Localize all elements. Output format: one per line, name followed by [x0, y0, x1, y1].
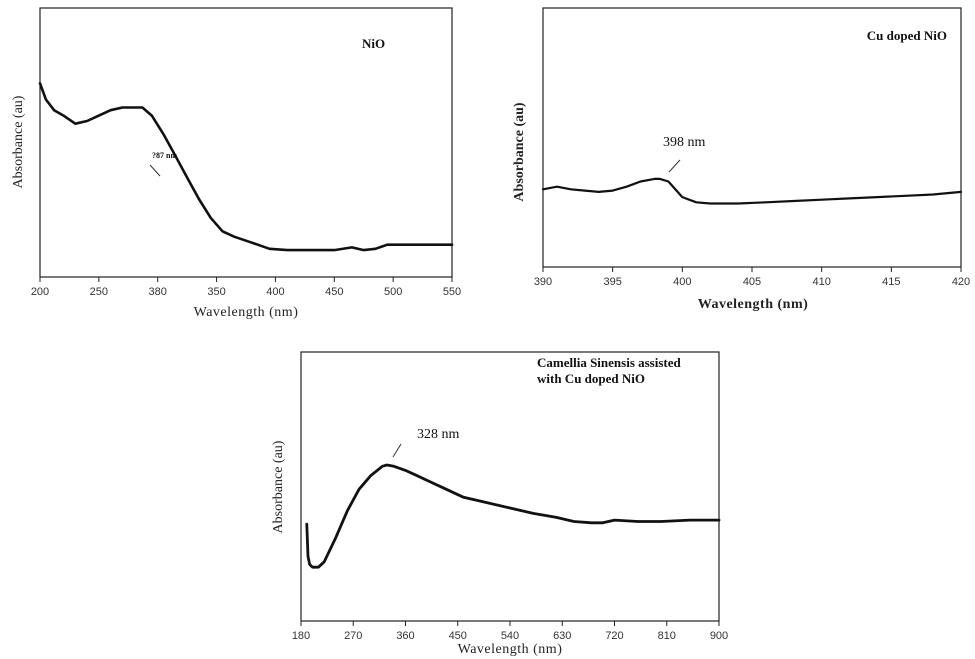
plot-frame [39, 7, 453, 278]
chart-title-line-1: Camellia Sinensis assisted [537, 355, 682, 370]
x-axis-ticks: 390 395 400 405 410 415 420 [534, 267, 970, 288]
x-tick-label: 400 [266, 286, 284, 298]
absorbance-curve [541, 177, 963, 205]
x-tick-label: 810 [658, 630, 676, 642]
peak-arrow [392, 443, 402, 458]
y-axis-label: Absorbance (au) [11, 95, 26, 188]
x-tick-label: 900 [710, 630, 728, 642]
chart-panel-nio: 200 250 380 350 400 450 500 550 ?87 nm NiO Wave… [0, 0, 470, 330]
x-axis-ticks: 180 270 360 450 540 630 720 810 900 [292, 621, 728, 642]
peak-annotation: 398 nm [663, 135, 706, 150]
x-tick-label: 380 [149, 286, 167, 298]
peak-arrow [668, 159, 681, 173]
plot-frame [300, 351, 720, 622]
x-tick-label: 500 [384, 286, 402, 298]
x-tick-label: 395 [603, 276, 621, 288]
peak-arrow [149, 164, 161, 177]
x-tick-label: 420 [952, 276, 970, 288]
x-tick-label: 415 [882, 276, 900, 288]
chart-nio-svg: 200 250 380 350 400 450 500 550 ?87 nm NiO Wave… [11, 7, 461, 320]
x-tick-label: 450 [325, 286, 343, 298]
peak-annotation: ?87 nm [152, 151, 177, 160]
x-tick-label: 720 [605, 630, 623, 642]
x-tick-label: 250 [90, 286, 108, 298]
x-tick-label: 400 [673, 276, 691, 288]
x-tick-label: 270 [344, 630, 362, 642]
x-tick-label: 180 [292, 630, 310, 642]
plot-frame [542, 7, 962, 268]
x-axis-label: Wavelength (nm) [458, 642, 563, 657]
x-tick-label: 360 [396, 630, 414, 642]
x-tick-label: 405 [743, 276, 761, 288]
x-tick-label: 200 [31, 286, 49, 298]
chart-cu-doped-nio-svg: 390 395 400 405 410 415 420 398 nm Cu doped Ni… [512, 7, 970, 312]
chart-title-line-2: with Cu doped NiO [537, 371, 645, 386]
x-tick-label: 550 [443, 286, 461, 298]
y-axis-label: Absorbance (au) [271, 440, 286, 533]
x-axis-label: Wavelength (nm) [194, 305, 299, 320]
chart-camellia-svg: 180 270 360 450 540 630 720 810 900 328 nm Camel… [271, 351, 728, 657]
chart-panel-camellia: 180 270 360 450 540 630 720 810 900 328 nm Camel… [255, 345, 735, 659]
x-axis-ticks: 200 250 380 350 400 450 500 550 [31, 277, 461, 298]
peak-annotation: 328 nm [417, 427, 460, 442]
chart-title: NiO [362, 36, 385, 51]
x-tick-label: 410 [812, 276, 830, 288]
chart-panel-cu-doped-nio: 390 395 400 405 410 415 420 398 nm Cu doped Ni… [495, 0, 975, 330]
x-tick-label: 540 [501, 630, 519, 642]
x-tick-label: 390 [534, 276, 552, 288]
x-axis-label: Wavelength (nm) [698, 297, 809, 312]
absorbance-curve [305, 463, 721, 569]
y-axis-label: Absorbance (au) [512, 102, 527, 202]
x-tick-label: 630 [553, 630, 571, 642]
x-tick-label: 450 [449, 630, 467, 642]
absorbance-curve [38, 82, 454, 252]
chart-title: Cu doped NiO [867, 28, 947, 43]
x-tick-label: 350 [207, 286, 225, 298]
